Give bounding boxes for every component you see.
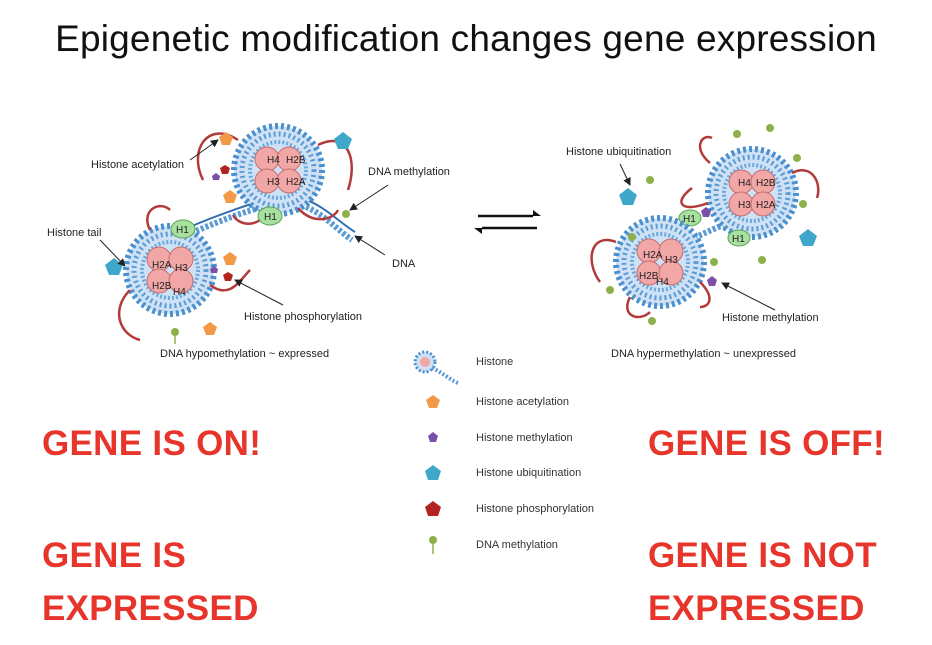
h1-linker-top xyxy=(257,206,283,226)
h2b-label-r: H2B xyxy=(756,178,776,189)
methylation-marker xyxy=(701,207,711,217)
page-title: Epigenetic modification changes gene exp… xyxy=(55,18,877,59)
h1-linker-r2 xyxy=(727,229,751,247)
methylation-marker xyxy=(212,173,220,180)
label-dna-methylation: DNA methylation xyxy=(368,166,450,178)
legend-acetylation-icon xyxy=(426,395,440,408)
dna-methyl-markers-right xyxy=(606,124,807,325)
nucleosome-bottom-right xyxy=(590,218,711,319)
h1-label-r1: H1 xyxy=(683,214,696,225)
h2a-label-r: H2A xyxy=(756,200,776,211)
h2a-label-rb: H2A xyxy=(643,250,663,261)
h2a-label: H2A xyxy=(286,177,306,188)
h1-label-b: H1 xyxy=(176,225,189,236)
label-histone-acetylation: Histone acetylation xyxy=(91,159,184,171)
caption-hypermethylation: DNA hypermethylation ~ unexpressed xyxy=(611,348,796,360)
acetylation-marker xyxy=(219,132,233,145)
legend-label-methylation: Histone methylation xyxy=(476,432,573,444)
phosphorylation-marker xyxy=(220,165,230,174)
ubiquitination-marker xyxy=(334,132,352,149)
label-dna: DNA xyxy=(392,258,416,270)
h1-label-r2: H1 xyxy=(732,234,745,245)
label-histone-ubiquitination: Histone ubiquitination xyxy=(566,146,672,158)
status-gene-off: GENE IS OFF! xyxy=(648,424,885,463)
h3-label: H3 xyxy=(267,177,280,188)
h4-label: H4 xyxy=(267,155,280,166)
ubiquitination-marker xyxy=(619,188,637,205)
dna-methyl-marker xyxy=(342,210,350,218)
status-gene-is-not: GENE IS NOT xyxy=(648,536,877,575)
legend-label-ubiquitination: Histone ubiquitination xyxy=(476,467,582,479)
phosphorylation-marker xyxy=(223,272,233,281)
h1-label: H1 xyxy=(264,212,277,223)
caption-hypomethylation: DNA hypomethylation ~ expressed xyxy=(160,348,330,360)
legend-label-histone: Histone xyxy=(476,356,514,368)
h2a-label-b: H2A xyxy=(152,260,172,271)
h2b-label: H2B xyxy=(286,155,306,166)
h2b-label-rb: H2B xyxy=(639,271,659,282)
acetylation-marker xyxy=(223,252,237,265)
h4-label-rb: H4 xyxy=(656,277,669,288)
legend-dna-methylation-icon xyxy=(429,536,437,554)
legend-phosphorylation-icon xyxy=(425,501,441,516)
label-histone-phosphorylation: Histone phosphorylation xyxy=(244,311,363,323)
legend-ubiquitination-icon xyxy=(425,465,441,480)
status-not-expressed: EXPRESSED xyxy=(648,589,865,628)
h3-label-rb: H3 xyxy=(665,255,678,266)
label-histone-methylation: Histone methylation xyxy=(722,312,819,324)
ubiquitination-marker xyxy=(799,229,817,246)
acetylation-marker xyxy=(203,322,217,335)
status-expressed: EXPRESSED xyxy=(42,589,259,628)
legend-label-dna-methylation: DNA methylation xyxy=(476,539,558,551)
h1-linker-r1 xyxy=(678,209,702,227)
legend-histone-icon xyxy=(413,350,459,385)
h4-label-r: H4 xyxy=(738,178,751,189)
label-histone-tail: Histone tail xyxy=(47,227,102,239)
methylation-marker xyxy=(210,266,218,273)
nucleosome-top-right xyxy=(680,135,820,237)
status-gene-is: GENE IS xyxy=(42,536,187,575)
h3-label-b: H3 xyxy=(175,263,188,274)
h4-label-b: H4 xyxy=(173,287,186,298)
legend-label-acetylation: Histone acetylation xyxy=(476,396,569,408)
h2b-label-b: H2B xyxy=(152,281,172,292)
status-gene-on: GENE IS ON! xyxy=(42,424,262,463)
nucleosome-bottom-left xyxy=(118,204,251,342)
h1-linker-bottom xyxy=(170,219,196,239)
legend-methylation-icon xyxy=(428,432,438,442)
methylation-marker xyxy=(707,276,717,286)
acetylation-marker xyxy=(223,190,237,203)
h3-label-r: H3 xyxy=(738,200,751,211)
dna-methyl-marker xyxy=(171,328,179,336)
legend-label-phosphorylation: Histone phosphorylation xyxy=(476,503,595,515)
